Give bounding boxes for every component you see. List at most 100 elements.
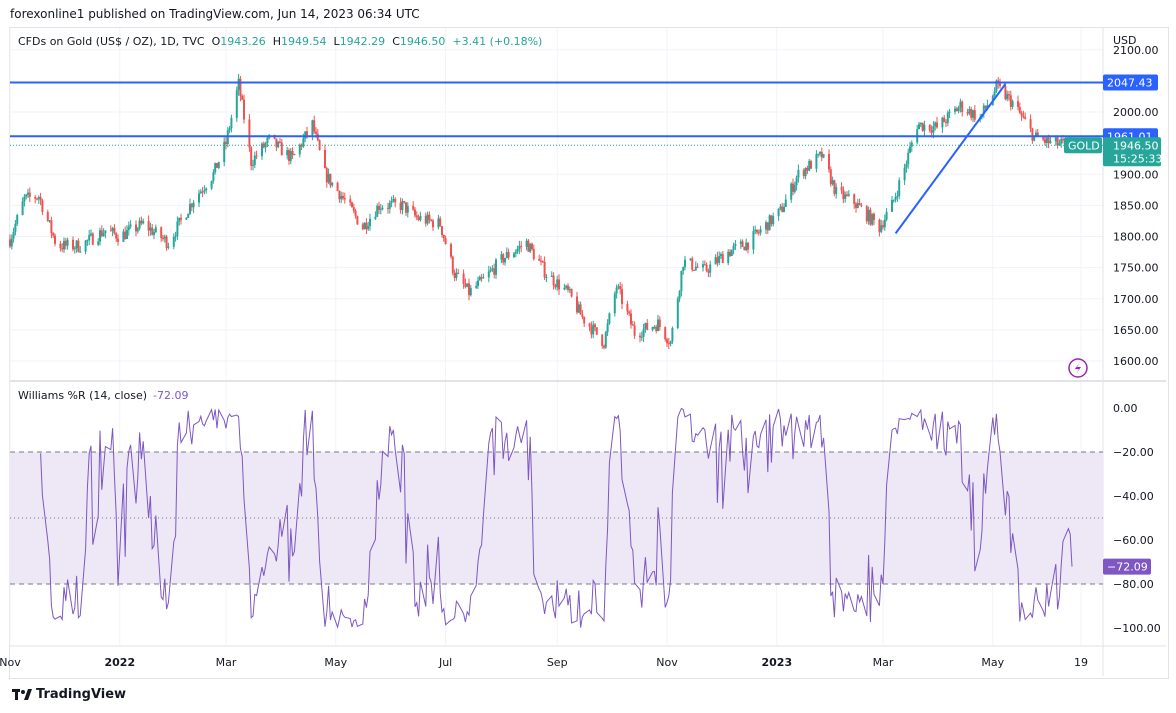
candle: [820, 151, 823, 158]
currency-label: USD: [1113, 34, 1137, 47]
time-tick: Mar: [216, 656, 237, 669]
candle: [768, 215, 771, 231]
price-tick: 2000.00: [1113, 106, 1159, 119]
candle: [493, 268, 496, 275]
candle: [739, 241, 742, 244]
candle: [970, 109, 973, 118]
candle: [61, 248, 64, 250]
candle: [928, 124, 931, 131]
candle: [633, 325, 636, 336]
candle: [111, 227, 114, 231]
candle: [313, 120, 316, 132]
candle: [205, 188, 208, 191]
candle: [954, 108, 956, 112]
candle: [892, 199, 895, 201]
candle: [538, 258, 541, 261]
candle: [828, 154, 830, 170]
candle: [667, 343, 670, 345]
candle: [653, 326, 656, 328]
indicator-legend[interactable]: Williams %R (14, close) -72.09: [18, 389, 189, 402]
candle: [311, 120, 314, 136]
lightning-glyph: [1075, 362, 1081, 374]
candle: [567, 285, 569, 290]
candle: [441, 226, 443, 236]
candle: [201, 191, 204, 193]
candle: [615, 287, 618, 294]
countdown-label: 15:25:33: [1113, 152, 1162, 165]
candle: [315, 131, 317, 134]
candle: [946, 112, 949, 123]
candle: [374, 216, 377, 219]
candle: [286, 150, 289, 156]
candle: [525, 240, 528, 247]
candle: [63, 240, 65, 250]
lightning-icon[interactable]: [1068, 358, 1088, 378]
indicator-value-box: [1103, 558, 1151, 575]
candle: [160, 227, 163, 239]
symbol-title[interactable]: CFDs on Gold (US$ / OZ), 1D, TVC: [18, 35, 205, 48]
candle: [1058, 143, 1061, 146]
candle: [619, 286, 622, 290]
candle: [342, 195, 344, 199]
candle: [973, 110, 976, 120]
candle: [986, 105, 989, 108]
candle: [631, 324, 634, 326]
candle: [390, 200, 393, 203]
candle: [126, 230, 128, 239]
candle: [847, 194, 850, 196]
change-value: +3.41 (+0.18%): [452, 35, 543, 48]
candle: [730, 249, 733, 256]
candle: [489, 269, 492, 272]
candle: [21, 201, 24, 216]
candle: [514, 251, 517, 254]
candle: [190, 203, 193, 208]
indicator-value: -72.09: [153, 389, 189, 402]
candle: [487, 271, 490, 278]
candle: [475, 285, 478, 288]
candle: [1022, 115, 1025, 118]
candle: [1036, 132, 1039, 137]
indicator-value-label: −72.09: [1107, 561, 1148, 574]
candle: [919, 122, 922, 125]
candle: [248, 119, 251, 148]
candle: [102, 233, 105, 237]
candle: [291, 151, 294, 155]
candle: [693, 269, 695, 271]
candle: [757, 232, 760, 234]
time-tick: 19: [1074, 656, 1088, 669]
trendline[interactable]: [894, 83, 1007, 234]
candle: [415, 215, 418, 218]
indicator-tick: −80.00: [1113, 578, 1154, 591]
candle: [626, 303, 629, 312]
candle: [352, 207, 355, 211]
candle: [336, 182, 339, 191]
candle: [192, 202, 195, 208]
candle: [855, 203, 857, 208]
candle: [630, 313, 632, 325]
candle: [1017, 101, 1019, 108]
indicator-tick: 0.00: [1113, 402, 1138, 415]
candle: [617, 286, 620, 288]
candle: [189, 203, 191, 214]
candle: [579, 304, 582, 315]
candle: [52, 233, 55, 236]
candle: [684, 259, 686, 268]
candle: [759, 229, 762, 233]
candle: [442, 235, 445, 239]
candle: [72, 239, 74, 250]
candle: [842, 190, 845, 199]
candle: [835, 186, 838, 194]
candle: [127, 226, 130, 231]
candle: [228, 128, 231, 131]
time-tick: Nov: [656, 656, 678, 669]
close-value: 1946.50: [399, 35, 446, 48]
candle: [932, 126, 935, 133]
candle: [577, 304, 580, 313]
low-value: 1942.29: [339, 35, 386, 48]
candle: [968, 109, 971, 114]
candle: [223, 141, 226, 163]
candle: [172, 237, 175, 247]
candle: [664, 327, 667, 340]
candle: [79, 251, 82, 253]
